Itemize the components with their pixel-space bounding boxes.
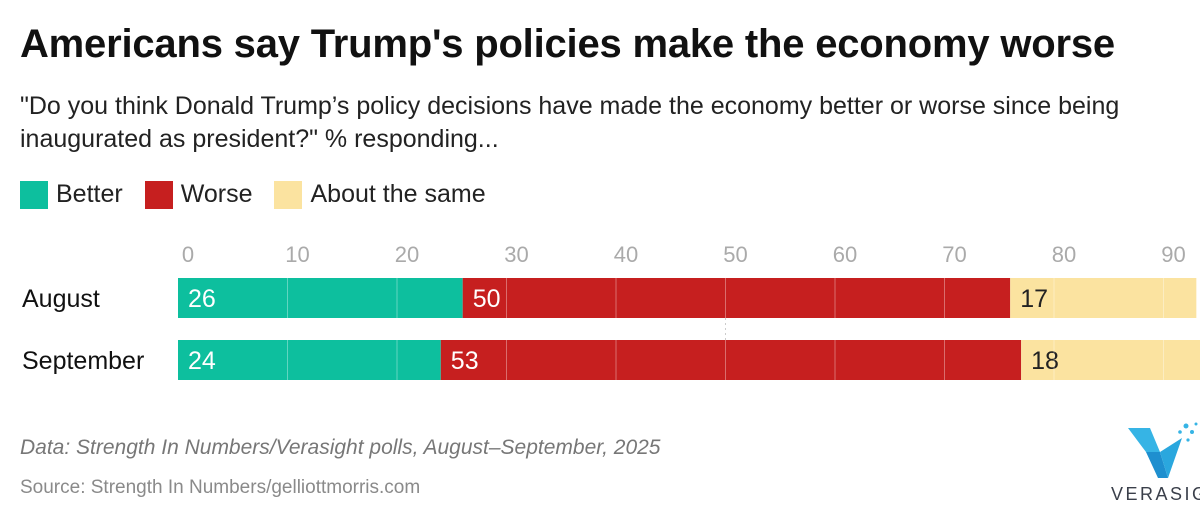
data-label: 53 (451, 347, 479, 375)
legend-item-worse: Worse (144, 180, 253, 209)
bar-segment (1010, 278, 1197, 318)
chart-subtitle: "Do you think Donald Trump’s policy deci… (20, 92, 1120, 153)
x-tick-label: 40 (614, 242, 638, 267)
x-tick-label: 70 (942, 242, 966, 267)
x-tick-label: 60 (833, 242, 857, 267)
data-label: 17 (1020, 285, 1048, 313)
x-tick-label: 50 (723, 242, 747, 267)
x-tick-label: 90 (1161, 242, 1185, 267)
data-label: 26 (188, 285, 216, 313)
bar-segment (178, 340, 441, 380)
data-label: 18 (1031, 347, 1059, 375)
legend-swatch-same (274, 180, 303, 209)
bar-segment (178, 278, 463, 318)
verasight-logo-icon (1128, 422, 1198, 478)
verasight-wordmark: VERASIGHT (1111, 484, 1200, 504)
legend-label-worse: Worse (180, 180, 253, 208)
category-label: September (22, 347, 144, 375)
legend-swatch-better (20, 180, 48, 209)
legend-label-same: About the same (310, 180, 486, 208)
legend: Better Worse About the same (20, 180, 508, 209)
bar-segment (462, 278, 1011, 318)
bar-segment (1021, 340, 1200, 380)
data-note: Data: Strength In Numbers/Verasight poll… (20, 436, 661, 459)
legend-item-better: Better (20, 180, 123, 209)
legend-item-same: About the same (274, 180, 486, 209)
source-credit: Source: Strength In Numbers/gelliottmorr… (20, 477, 421, 498)
legend-label-better: Better (56, 180, 123, 208)
x-tick-label: 80 (1052, 242, 1076, 267)
category-label: August (22, 285, 100, 313)
data-label: 50 (473, 285, 501, 313)
x-tick-label: 30 (504, 242, 528, 267)
data-label: 24 (188, 347, 216, 375)
x-tick-label: 0 (182, 242, 194, 267)
x-tick-label: 20 (395, 242, 419, 267)
chart-title: Americans say Trump's policies make the … (20, 22, 1115, 66)
legend-swatch-worse (144, 180, 173, 209)
x-tick-label: 10 (285, 242, 309, 267)
bar-segment (440, 340, 1022, 380)
